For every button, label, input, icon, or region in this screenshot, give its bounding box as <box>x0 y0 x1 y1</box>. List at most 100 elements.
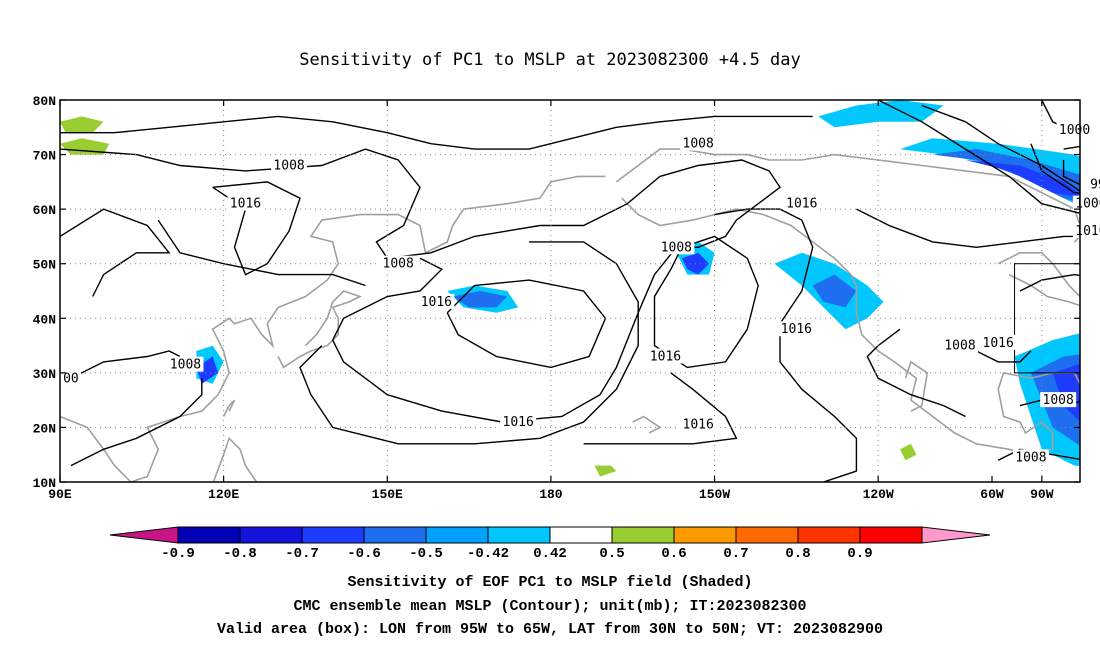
colorbar-box-8 <box>673 526 737 544</box>
shading-region-10 <box>812 274 857 308</box>
contour-label-12: 1008 <box>944 339 975 354</box>
contour-label-9: 1016 <box>650 349 681 364</box>
contour-label-bg-22 <box>60 370 81 386</box>
coastline-5 <box>904 360 929 412</box>
lat-label-20: 20N <box>33 421 56 436</box>
shading-region-24 <box>594 465 617 477</box>
mslp-contour-16 <box>877 100 1080 214</box>
shading-region-23 <box>900 443 917 461</box>
coastline-3 <box>212 436 258 482</box>
colorbar-label-9: 0.7 <box>723 546 748 562</box>
colorbar-label-1: -0.8 <box>223 546 257 562</box>
colorbar-box-11 <box>859 526 923 544</box>
coastline-0 <box>60 175 606 482</box>
caption-shaded: Sensitivity of EOF PC1 to MSLP field (Sh… <box>347 574 753 591</box>
mslp-contour-5 <box>446 279 607 369</box>
lat-label-50: 50N <box>33 258 56 273</box>
shading-region-0 <box>818 100 944 128</box>
lat-label-80: 80N <box>33 94 56 109</box>
contour-label-7: 1016 <box>786 197 817 212</box>
mslp-contour-11 <box>70 378 203 467</box>
contour-label-16: 1000 <box>1075 197 1100 212</box>
contour-label-3: 1016 <box>421 295 452 310</box>
contour-label-bg-7 <box>783 195 820 211</box>
colorbar-box-4 <box>425 526 489 544</box>
contour-label-8: 1016 <box>781 322 812 337</box>
map-frame <box>59 99 1081 483</box>
colorbar-label-2: -0.7 <box>285 546 319 562</box>
coastline-6 <box>997 252 1080 307</box>
contour-label-bg-10 <box>500 413 537 429</box>
coastlines <box>60 148 1080 482</box>
colorbar-left-arrow <box>109 526 179 544</box>
lon-label-180: 180 <box>539 487 563 502</box>
figure-title: Sensitivity of PC1 to MSLP at 2023082300… <box>299 50 801 70</box>
coastline-2 <box>222 399 236 417</box>
colorbar-box-9 <box>735 526 799 544</box>
lon-label-270: 90W <box>1030 487 1054 502</box>
contour-label-bg-2 <box>380 255 417 271</box>
lon-label-210: 150W <box>699 487 730 502</box>
contour-label-15: 992 <box>1090 178 1100 193</box>
mslp-contour-15 <box>921 104 1080 193</box>
contour-label-21: 1008 <box>1015 450 1046 465</box>
mslp-contour-7 <box>653 235 759 369</box>
shading-region-16 <box>196 356 219 384</box>
map-border <box>59 99 1081 483</box>
colorbar-label-10: 0.8 <box>785 546 810 562</box>
contour-label-14: 1000 <box>1059 123 1090 138</box>
lat-label-70: 70N <box>33 149 56 164</box>
mslp-contour-21 <box>997 448 1080 461</box>
mslp-contours <box>60 100 1080 482</box>
contour-label-10: 1016 <box>503 415 534 430</box>
lon-label-240: 120W <box>863 487 894 502</box>
colorbar-box-6 <box>549 526 613 544</box>
colorbar-label-7: 0.5 <box>599 546 624 562</box>
mslp-contour-10 <box>70 350 181 379</box>
contour-label-4: 1008 <box>170 358 201 373</box>
contour-label-bg-1 <box>227 195 264 211</box>
contour-label-bg-9 <box>647 348 684 364</box>
lat-label-10: 10N <box>33 476 56 491</box>
lat-label-40: 40N <box>33 312 56 327</box>
colorbar-right-arrow <box>921 526 991 544</box>
coastline-11 <box>632 415 662 434</box>
colorbar-label-11: 0.9 <box>847 546 872 562</box>
colorbar-label-6: 0.42 <box>533 546 567 562</box>
mslp-contour-18 <box>1019 273 1080 292</box>
lon-label-90: 90E <box>48 487 72 502</box>
mslp-contour-4 <box>157 219 366 287</box>
colorbar-box-5 <box>487 526 551 544</box>
contour-label-0: 1008 <box>273 158 304 173</box>
mslp-contour-6 <box>299 241 639 445</box>
caption-valid-area: Valid area (box): LON from 95W to 65W, L… <box>216 621 884 638</box>
colorbar-box-0 <box>177 526 241 544</box>
colorbar-box-10 <box>797 526 861 544</box>
colorbar: -0.9 -0.8 -0.7 -0.6 -0.5 -0.42 0.42 0.5 0.6 0.7 0.… <box>109 526 991 562</box>
lon-label-60w: 60W <box>980 487 1004 502</box>
colorbar-label-8: 0.6 <box>661 546 686 562</box>
contour-label-11: 1016 <box>683 418 714 433</box>
colorbar-label-3: -0.6 <box>347 546 381 562</box>
contour-label-22: 00 <box>63 371 79 386</box>
contour-labels: 1008 1016 1008 1016 1008 1008 1008 1016 1016 1016… <box>60 122 1100 465</box>
contour-label-bg-5 <box>680 135 717 151</box>
caption-contour: CMC ensemble mean MSLP (Contour); unit(m… <box>293 598 807 615</box>
lat-label-60: 60N <box>33 203 56 218</box>
contour-label-6: 1008 <box>661 240 692 255</box>
mslp-contour-17 <box>856 208 1080 249</box>
mslp-contour-3 <box>212 181 301 276</box>
shading-region-6 <box>60 116 104 133</box>
shading-region-14 <box>452 291 508 308</box>
gridlines <box>60 100 1080 482</box>
lon-label-120: 120E <box>208 487 239 502</box>
contour-label-18: 1016 <box>1075 224 1100 239</box>
coastline-9 <box>1079 415 1080 417</box>
contour-label-bg-11 <box>680 416 717 432</box>
valid-area-rect <box>1014 263 1080 374</box>
colorbar-box-7 <box>611 526 675 544</box>
mslp-contour-9 <box>583 372 738 445</box>
contour-label-bg-3 <box>418 293 455 309</box>
